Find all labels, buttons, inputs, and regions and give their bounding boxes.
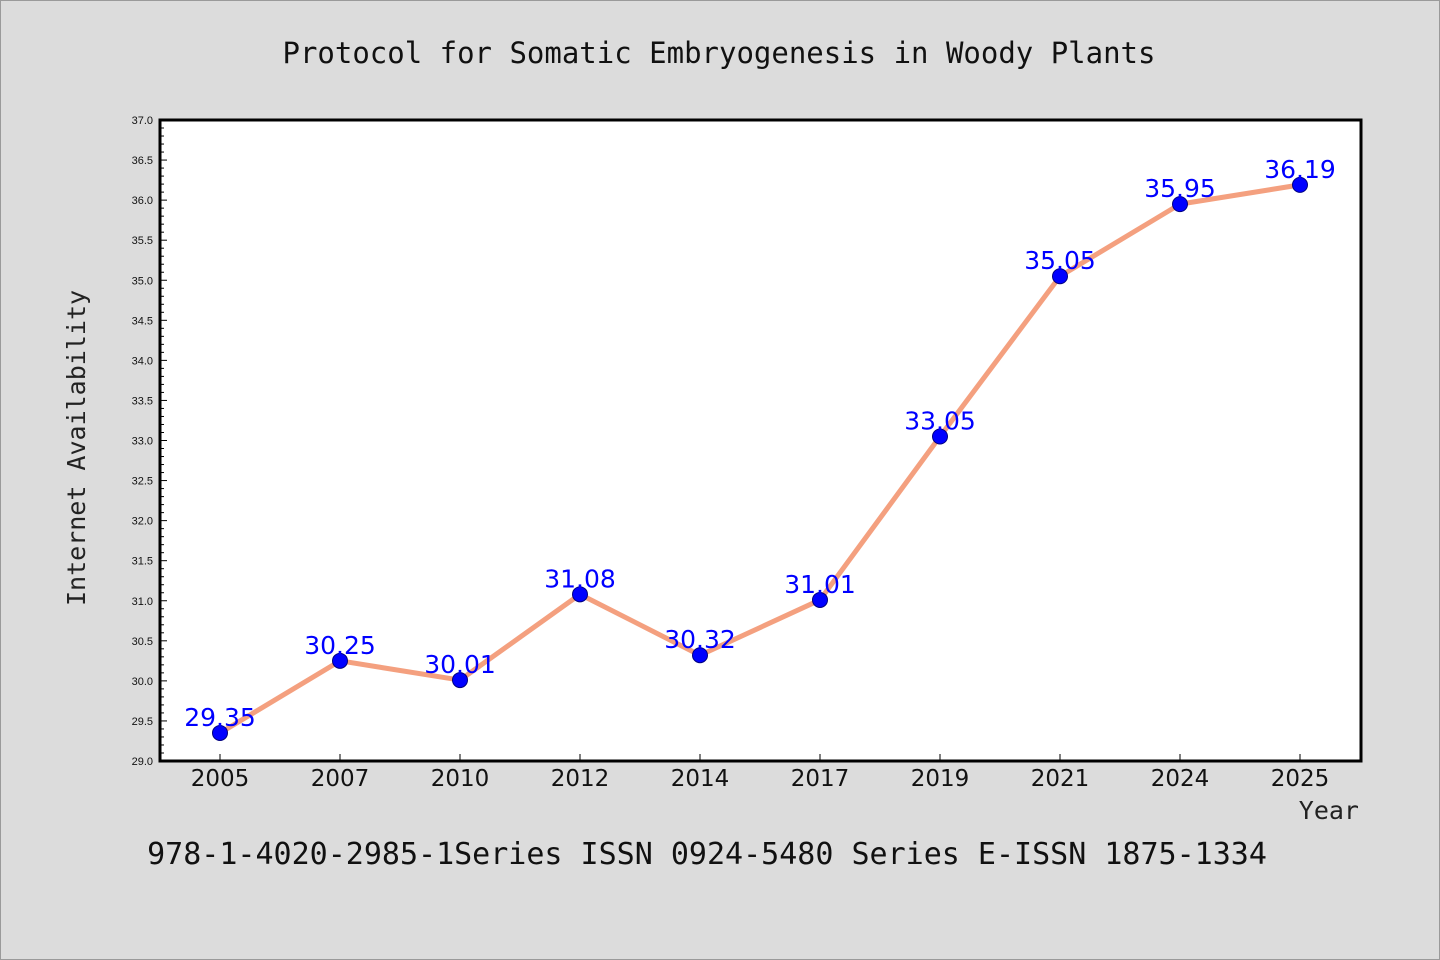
data-point: [1052, 268, 1068, 285]
x-tick-label: 2012: [551, 766, 610, 792]
data-label: 30.01: [424, 650, 496, 679]
x-tick-label: 2024: [1151, 766, 1210, 792]
chart-title: Protocol for Somatic Embryogenesis in Wo…: [283, 36, 1156, 70]
y-tick-label: 29.0: [132, 756, 153, 768]
y-tick-label: 32.0: [132, 516, 153, 528]
footer-text: 978-1-4020-2985-1Series ISSN 0924-5480 S…: [147, 837, 1267, 872]
y-tick-label: 33.5: [132, 395, 153, 407]
data-label: 35.05: [1024, 246, 1096, 275]
y-tick-label: 36.5: [132, 155, 153, 167]
y-tick-label: 34.5: [132, 315, 153, 327]
data-label: 29.35: [184, 703, 256, 732]
data-label: 33.05: [904, 406, 976, 435]
data-label: 31.01: [784, 570, 856, 599]
y-axis-label: Internet Availability: [62, 290, 91, 606]
y-tick-label: 35.5: [132, 235, 153, 247]
x-tick-label: 2010: [431, 766, 490, 792]
plot-border: [158, 118, 1363, 763]
plot-area: [160, 120, 1361, 761]
data-label: 30.25: [304, 631, 376, 660]
y-tick-label: 29.5: [132, 716, 153, 728]
x-tick-label: 2019: [911, 766, 970, 792]
data-point: [452, 672, 468, 689]
series-line: [217, 182, 1303, 736]
y-axis-ticks: 29.0 29.5 30.0 30.5 31.0 31.5 32.0 32.5 33.0 33.5…: [132, 115, 167, 768]
y-tick-label: 33.0: [132, 436, 153, 448]
x-axis-label: Year: [1299, 796, 1359, 825]
y-tick-label: 32.5: [132, 476, 153, 488]
data-point: [572, 586, 588, 603]
data-point: [812, 591, 828, 608]
x-axis-ticks: 2005 2007 2010 2012 2014 2017 2019 2021 2024 2025: [191, 754, 1330, 792]
y-tick-label: 31.5: [132, 556, 153, 568]
x-tick-label: 2025: [1271, 766, 1330, 792]
y-tick-label: 34.0: [132, 355, 153, 367]
series-layer: 29.35 30.25 30.01 31.08 30.32 31.01 33.05 35.05…: [184, 155, 1336, 741]
data-point: [332, 652, 348, 669]
y-tick-label: 31.0: [132, 596, 153, 608]
y-tick-label: 30.0: [132, 676, 153, 688]
data-point: [1292, 176, 1308, 193]
y-tick-label: 36.0: [132, 195, 153, 207]
y-tick-label: 35.0: [132, 275, 153, 287]
data-label: 30.32: [664, 625, 736, 654]
data-point: [932, 428, 948, 445]
data-label: 31.08: [544, 564, 616, 593]
data-label: 35.95: [1144, 174, 1216, 203]
data-point: [692, 647, 708, 664]
x-tick-label: 2021: [1031, 766, 1090, 792]
x-tick-label: 2017: [791, 766, 850, 792]
x-tick-label: 2007: [311, 766, 370, 792]
y-tick-label: 30.5: [132, 636, 153, 648]
data-label: 36.19: [1264, 155, 1336, 184]
x-tick-label: 2014: [671, 766, 730, 792]
x-tick-label: 2005: [191, 766, 250, 792]
data-point: [1172, 196, 1188, 213]
y-tick-label: 37.0: [132, 115, 153, 127]
data-point: [212, 724, 228, 741]
